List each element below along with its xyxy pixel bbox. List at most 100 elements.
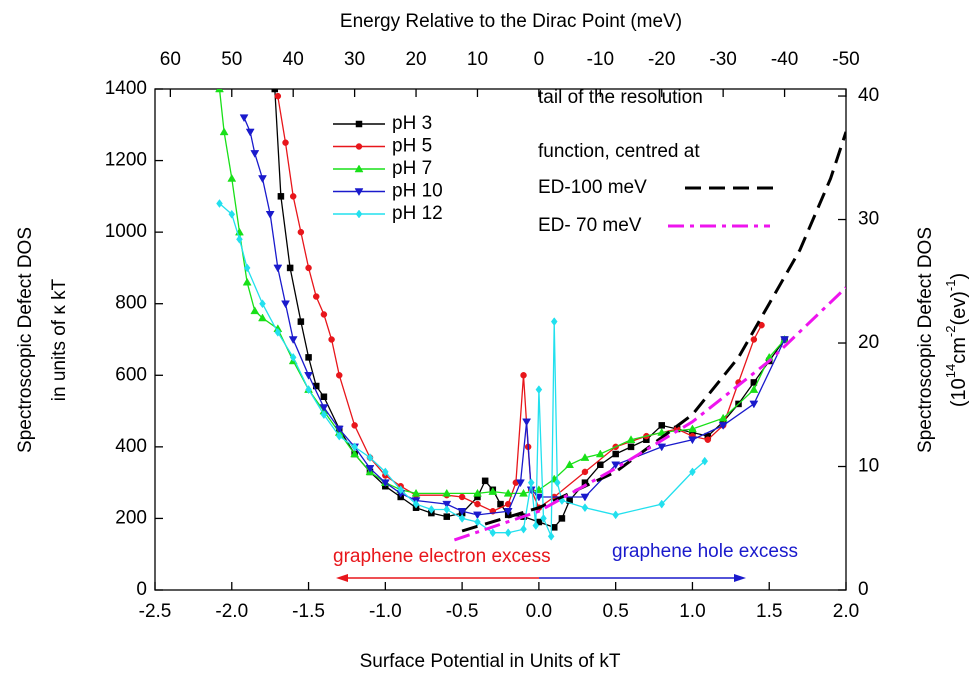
marker <box>428 505 435 514</box>
marker <box>581 468 589 476</box>
marker <box>657 443 667 452</box>
marker <box>532 521 540 531</box>
marker <box>351 442 358 452</box>
marker <box>558 515 566 522</box>
marker <box>273 264 283 273</box>
y-axis-label: Spectroscopic Defect DOS <box>15 227 36 453</box>
marker <box>397 485 405 495</box>
marker <box>351 422 358 429</box>
marker <box>288 336 298 345</box>
marker <box>304 372 313 380</box>
x2-tick-label: -10 <box>587 49 614 70</box>
marker <box>274 327 282 337</box>
marker <box>750 336 758 343</box>
marker <box>289 193 297 200</box>
annotation: graphene electron excess <box>333 546 551 567</box>
series-line <box>218 89 786 495</box>
x2-tick-label: 40 <box>283 49 304 70</box>
y2-axis-units: (1014cm-2(ev)-1) <box>943 273 970 407</box>
y2-units-part: (ev) <box>948 291 970 325</box>
legend-marker <box>354 164 364 173</box>
marker <box>473 511 482 520</box>
marker <box>258 175 267 183</box>
x2-tick-label: -30 <box>709 49 736 70</box>
marker <box>547 531 555 541</box>
marker <box>522 418 532 427</box>
marker <box>580 493 590 502</box>
marker <box>503 488 513 497</box>
marker <box>250 150 260 158</box>
plot-frame <box>154 88 847 591</box>
y2-tick-label: 30 <box>858 209 879 230</box>
series-line <box>461 131 846 533</box>
marker <box>382 467 389 477</box>
marker <box>281 300 290 309</box>
marker <box>701 456 709 466</box>
y-tick-label: 800 <box>115 293 147 314</box>
marker <box>689 467 696 477</box>
marker <box>350 449 360 458</box>
legend2-title: tail of the resolution <box>538 87 703 108</box>
marker <box>335 431 343 441</box>
marker <box>519 488 528 497</box>
marker <box>688 436 697 445</box>
marker <box>219 127 229 136</box>
x-tick-label: -0.5 <box>446 601 479 622</box>
marker <box>320 311 328 318</box>
x2-tick-label: -50 <box>832 49 859 70</box>
marker <box>749 385 759 393</box>
x-axis-label: Surface Potential in Units of kT <box>360 651 621 672</box>
marker <box>245 128 255 137</box>
legend-label: pH 12 <box>392 203 443 224</box>
marker <box>473 488 482 497</box>
marker <box>658 499 666 509</box>
marker <box>259 299 266 309</box>
legend-marker <box>355 120 363 128</box>
marker <box>481 477 489 485</box>
legend-label: pH 7 <box>392 158 432 179</box>
y2-axis-label: Spectroscopic Defect DOS <box>915 227 936 453</box>
legend-label: pH 3 <box>392 113 432 134</box>
x2-tick-label: -40 <box>771 49 798 70</box>
marker <box>597 461 604 468</box>
x2-tick-label: 20 <box>405 49 426 70</box>
x2-tick-label: -20 <box>648 49 675 70</box>
marker <box>474 500 481 508</box>
marker <box>274 92 282 100</box>
marker <box>611 461 621 470</box>
marker <box>320 410 328 420</box>
y2-tick-label: 0 <box>858 579 869 600</box>
series-line <box>453 286 846 542</box>
marker <box>297 318 305 325</box>
marker <box>474 517 481 527</box>
y-tick-label: 1400 <box>105 78 147 99</box>
arrow-head <box>734 574 746 582</box>
marker <box>250 306 260 315</box>
marker <box>312 293 320 300</box>
marker <box>286 264 294 272</box>
marker <box>554 478 561 488</box>
y2-units-part: -1 <box>943 280 958 292</box>
marker <box>627 443 635 451</box>
legend-label: ED-100 meV <box>538 177 647 198</box>
marker <box>443 505 451 514</box>
marker <box>458 493 466 501</box>
x2-tick-label: 60 <box>160 49 181 70</box>
x-tick-label: 1.5 <box>756 601 782 622</box>
legend2-title: function, centred at <box>538 141 700 162</box>
marker <box>527 478 535 488</box>
marker <box>320 393 328 401</box>
legend-label: pH 10 <box>392 181 443 202</box>
marker <box>215 89 224 93</box>
y2-units-part: -2 <box>943 326 958 338</box>
x-tick-label: 0.5 <box>602 601 628 622</box>
marker <box>504 528 512 538</box>
marker <box>380 479 390 488</box>
series-line <box>219 203 706 537</box>
marker <box>236 234 243 244</box>
x-tick-label: 0.0 <box>526 601 552 622</box>
y-tick-label: 1200 <box>105 150 147 171</box>
marker <box>265 211 275 219</box>
marker <box>227 173 237 182</box>
y-tick-label: 600 <box>115 364 147 385</box>
